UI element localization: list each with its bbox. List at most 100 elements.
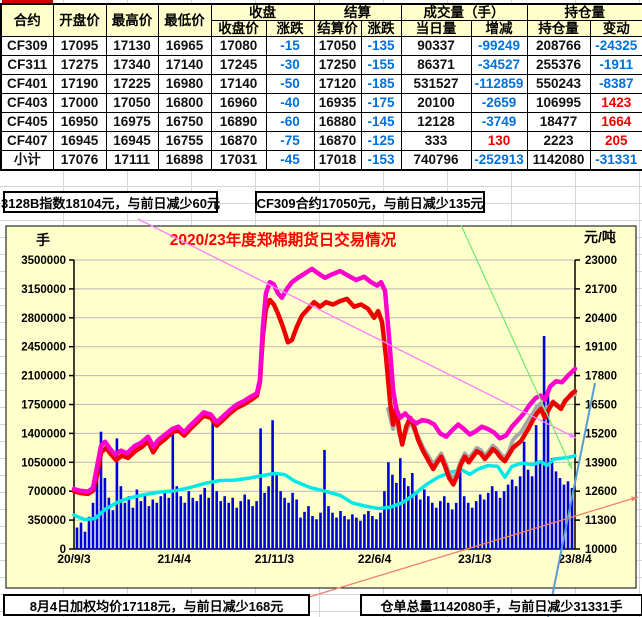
value-cell[interactable]: -175 — [360, 93, 402, 113]
contract-cell[interactable]: CF403 — [0, 93, 54, 113]
value-cell[interactable]: -50 — [265, 74, 315, 94]
value-cell[interactable]: 16950 — [52, 112, 107, 132]
value-cell[interactable]: 16870 — [313, 131, 362, 151]
value-cell[interactable]: 2223 — [526, 131, 591, 151]
value-cell[interactable]: 17018 — [313, 150, 362, 171]
value-cell[interactable]: 17340 — [105, 55, 159, 75]
left-axis-tick-label: 3500000 — [21, 255, 66, 267]
value-cell[interactable]: 550243 — [526, 74, 591, 94]
left-axis-tick-label: 1050000 — [21, 457, 66, 469]
value-cell[interactable]: -153 — [360, 150, 402, 171]
volume-bar — [171, 429, 175, 549]
value-cell[interactable]: -24325 — [589, 36, 642, 56]
value-cell[interactable]: 16800 — [157, 93, 212, 113]
value-cell[interactable]: 17031 — [210, 150, 267, 171]
value-cell[interactable]: -125 — [360, 131, 402, 151]
value-cell[interactable]: 208766 — [526, 36, 591, 56]
value-cell[interactable]: 16945 — [105, 131, 159, 151]
value-cell[interactable]: 17076 — [52, 150, 107, 171]
value-cell[interactable]: -145 — [360, 112, 402, 132]
value-cell[interactable]: -40 — [265, 93, 315, 113]
value-cell[interactable]: 17130 — [105, 36, 159, 56]
futures-table: 合约 开盘价 最高价 最低价 收盘 结算 成交量（手） 持仓量 收盘价 涨跌 结… — [0, 3, 642, 171]
value-cell[interactable]: 16898 — [157, 150, 212, 171]
value-cell[interactable]: -252913 — [470, 150, 528, 171]
contract-cell[interactable]: CF311 — [0, 55, 54, 75]
volume-bar — [279, 491, 282, 549]
value-cell[interactable]: 17111 — [105, 150, 159, 171]
value-cell[interactable]: -1911 — [589, 55, 642, 75]
value-cell[interactable]: 1142080 — [526, 150, 591, 171]
value-cell[interactable]: -31331 — [589, 150, 642, 171]
contract-cell[interactable]: CF309 — [0, 36, 54, 56]
value-cell[interactable]: 17190 — [52, 74, 107, 94]
value-cell[interactable]: 740796 — [400, 150, 472, 171]
value-cell[interactable]: 16935 — [313, 93, 362, 113]
value-cell[interactable]: 20100 — [400, 93, 472, 113]
value-cell[interactable]: -185 — [360, 74, 402, 94]
value-cell[interactable]: -2659 — [470, 93, 528, 113]
value-cell[interactable]: 333 — [400, 131, 472, 151]
value-cell[interactable]: 531527 — [400, 74, 472, 94]
value-cell[interactable]: 17275 — [52, 55, 107, 75]
value-cell[interactable]: 205 — [589, 131, 642, 151]
volume-bar — [287, 502, 290, 549]
value-cell[interactable]: 12128 — [400, 112, 472, 132]
value-cell[interactable]: 1423 — [589, 93, 642, 113]
value-cell[interactable]: 17095 — [52, 36, 107, 56]
value-cell[interactable]: 16755 — [157, 131, 212, 151]
value-cell[interactable]: 17000 — [52, 93, 107, 113]
value-cell[interactable]: -155 — [360, 55, 402, 75]
value-cell[interactable]: -112859 — [470, 74, 528, 94]
value-cell[interactable]: 16890 — [210, 112, 267, 132]
value-cell[interactable]: 18477 — [526, 112, 591, 132]
value-cell[interactable]: -3749 — [470, 112, 528, 132]
col-close-price: 收盘价 — [210, 20, 267, 37]
volume-bar — [502, 491, 506, 549]
col-settle-change: 涨跌 — [360, 20, 402, 37]
value-cell[interactable]: 86371 — [400, 55, 472, 75]
value-cell[interactable]: -15 — [265, 36, 315, 56]
value-cell[interactable]: 16965 — [157, 36, 212, 56]
value-cell[interactable]: 17140 — [210, 74, 267, 94]
col-oi-change: 变动 — [589, 20, 642, 37]
value-cell[interactable]: -75 — [265, 131, 315, 151]
value-cell[interactable]: -34527 — [470, 55, 528, 75]
value-cell[interactable]: -60 — [265, 112, 315, 132]
contract-cell[interactable]: CF401 — [0, 74, 54, 94]
value-cell[interactable]: -45 — [265, 150, 315, 171]
value-cell[interactable]: 17245 — [210, 55, 267, 75]
value-cell[interactable]: 130 — [470, 131, 528, 151]
value-cell[interactable]: 16980 — [157, 74, 212, 94]
value-cell[interactable]: -30 — [265, 55, 315, 75]
value-cell[interactable]: 16880 — [313, 112, 362, 132]
value-cell[interactable]: 17120 — [313, 74, 362, 94]
right-axis-tick-label: 11300 — [585, 515, 616, 527]
left-axis-tick-label: 1750000 — [21, 400, 66, 412]
value-cell[interactable]: 17225 — [105, 74, 159, 94]
value-cell[interactable]: 106995 — [526, 93, 591, 113]
value-cell[interactable]: 90337 — [400, 36, 472, 56]
value-cell[interactable]: -135 — [360, 36, 402, 56]
value-cell[interactable]: 16945 — [52, 131, 107, 151]
value-cell[interactable]: 17050 — [313, 36, 362, 56]
contract-cell[interactable]: CF407 — [0, 131, 54, 151]
value-cell[interactable]: 16870 — [210, 131, 267, 151]
value-cell[interactable]: 17050 — [105, 93, 159, 113]
group-settle: 结算 — [313, 3, 402, 21]
volume-bar — [275, 474, 278, 549]
value-cell[interactable]: 16750 — [157, 112, 212, 132]
volume-bar — [155, 502, 159, 549]
value-cell[interactable]: 1664 — [589, 112, 642, 132]
value-cell[interactable]: 17140 — [157, 55, 212, 75]
contract-cell[interactable]: 小计 — [0, 150, 54, 171]
value-cell[interactable]: 255376 — [526, 55, 591, 75]
value-cell[interactable]: 16975 — [105, 112, 159, 132]
value-cell[interactable]: 17080 — [210, 36, 267, 56]
table-row: CF403 17000 17050 16800 16960 -40 16935 -175 201… — [0, 93, 642, 113]
contract-cell[interactable]: CF405 — [0, 112, 54, 132]
value-cell[interactable]: 17250 — [313, 55, 362, 75]
value-cell[interactable]: -8387 — [589, 74, 642, 94]
value-cell[interactable]: -99249 — [470, 36, 528, 56]
value-cell[interactable]: 16960 — [210, 93, 267, 113]
